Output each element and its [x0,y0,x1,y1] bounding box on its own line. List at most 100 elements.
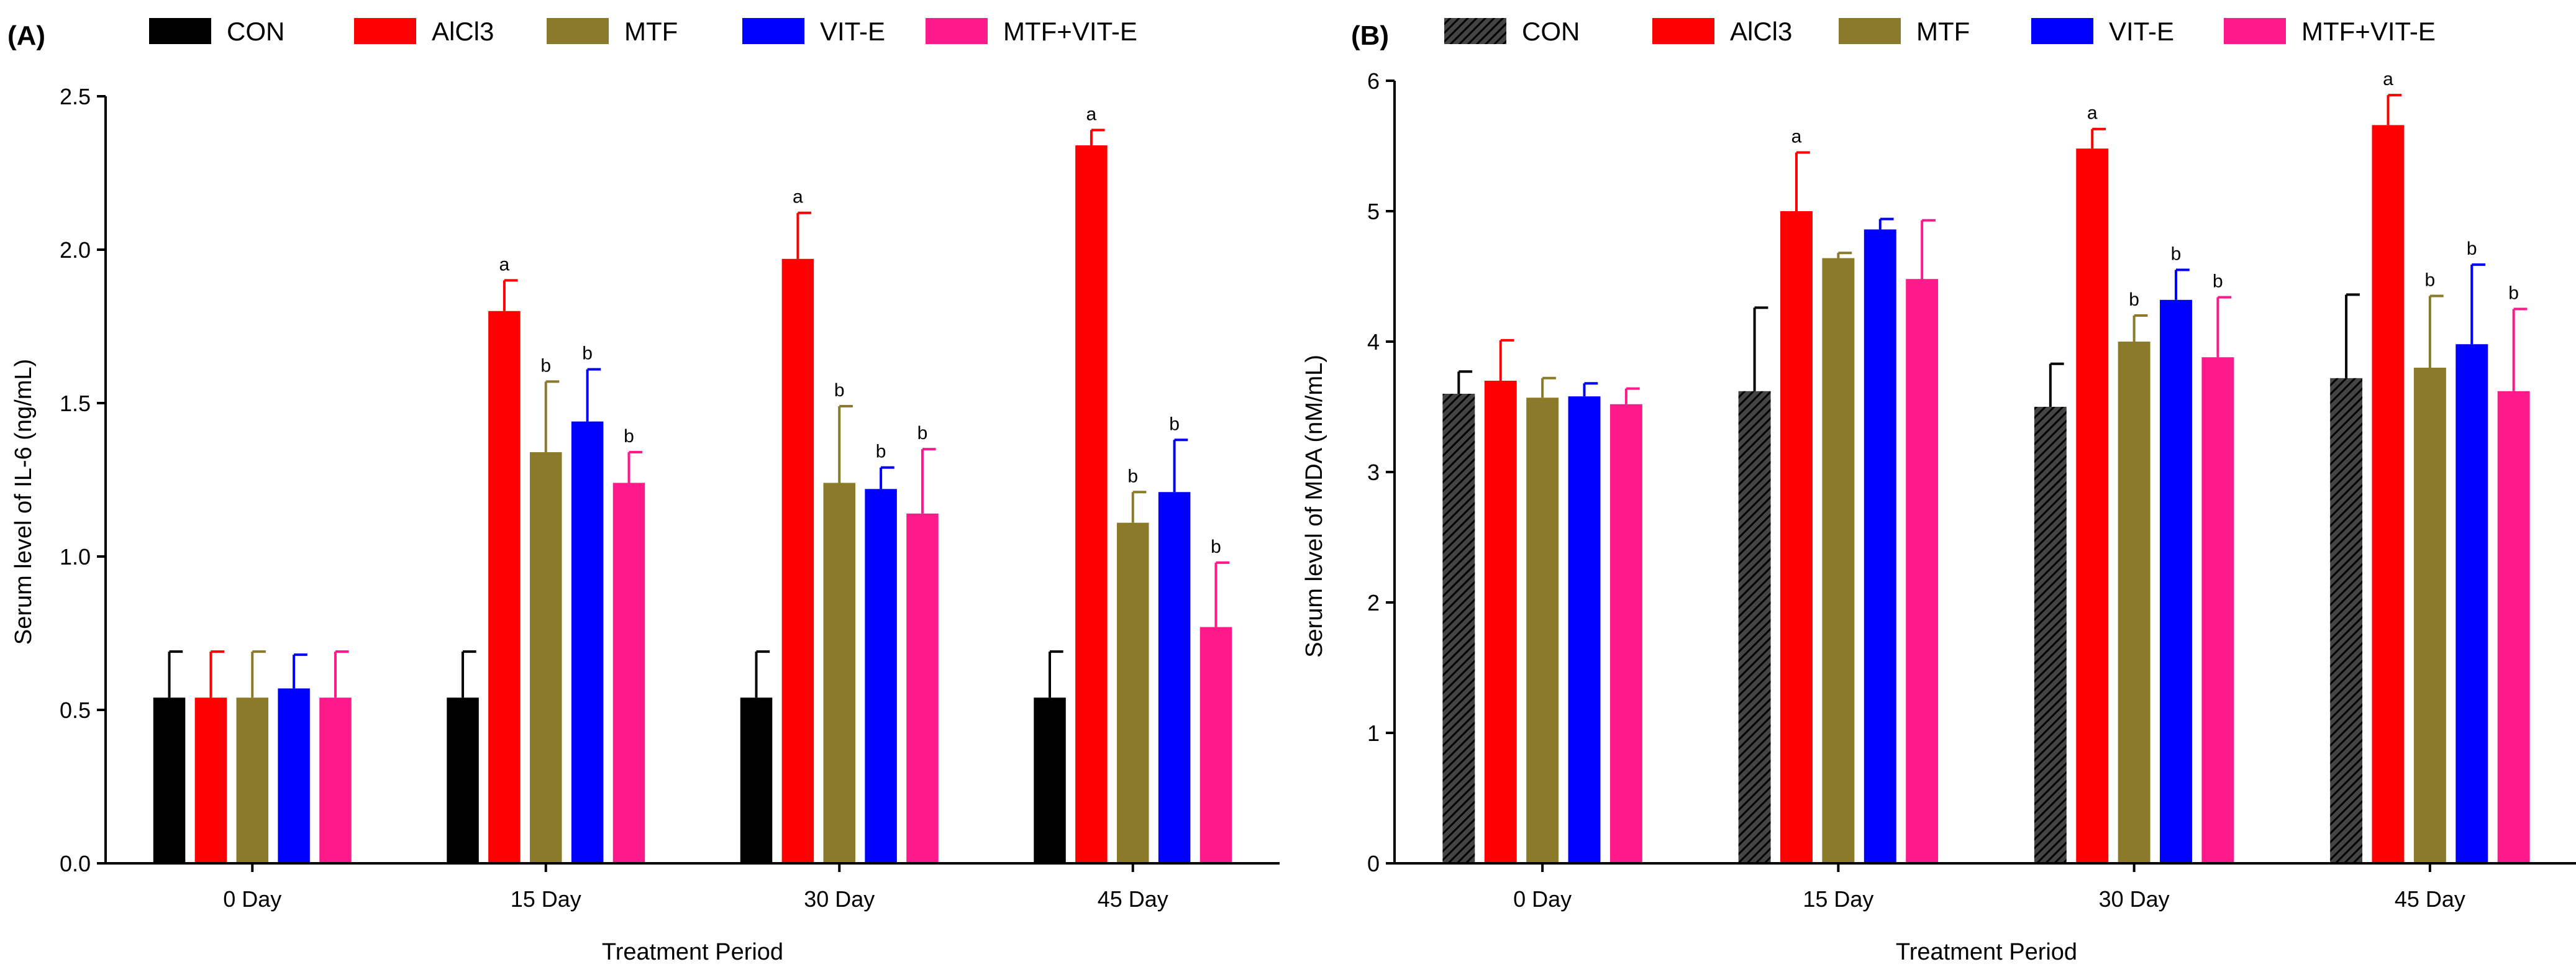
bar-vit-e [1158,492,1191,863]
bar-vit-e [571,421,604,863]
legend-swatch [354,18,416,44]
y-tick-label: 1 [1367,720,1380,746]
bar-mtf-vit-e [906,513,939,863]
y-tick-label: 6 [1367,68,1380,94]
bar-con [1034,697,1066,863]
bar-vit-e [2455,344,2488,863]
panel-a-chart: (A) CON AlCl3 MTF VIT-E MTF+VIT-E 0.0 0.5 1.0 1… [7,17,1280,965]
legend-swatch [547,18,609,44]
legend-swatch [1652,18,1714,44]
legend-swatch [1444,18,1506,44]
bar-mtf-vit-e [1609,404,1642,863]
legend-label: MTF [624,17,678,46]
x-tick-label: 45 Day [1098,886,1168,912]
y-tick-label: 3 [1367,460,1380,485]
panel-a-legend: CON AlCl3 MTF VIT-E MTF+VIT-E [149,17,1137,46]
significance-label: b [876,442,886,462]
x-tick-label: 45 Day [2395,886,2465,912]
significance-label: b [624,426,634,447]
y-tick-label: 5 [1367,199,1380,224]
legend-label: CON [227,17,284,46]
y-tick-label: 1.5 [60,391,91,416]
bar-con [447,697,479,863]
legend-swatch [2031,18,2093,44]
significance-label: b [1211,537,1221,557]
legend-swatch [2224,18,2286,44]
bar-mtf [236,697,269,863]
legend-label: CON [1522,17,1580,46]
panel-b-legend: CON AlCl3 MTF VIT-E MTF+VIT-E [1444,17,2436,46]
panel-b-bars: a a b b b a b b b [1442,69,2530,864]
significance-label: b [582,343,593,364]
x-tick-label: 0 Day [223,886,281,912]
bar-alcl3 [1780,211,1813,863]
bar-con [1738,391,1771,863]
significance-label: b [2171,244,2182,265]
significance-label: b [2213,271,2223,292]
y-tick-label: 2.5 [60,84,91,109]
significance-label: b [2129,289,2139,310]
bar-vit-e [278,688,310,863]
legend-label: MTF+VIT-E [2301,17,2436,46]
legend-label: AlCl3 [1730,17,1792,46]
bar-mtf [2118,342,2150,863]
bar-alcl3 [2076,148,2109,864]
x-tick-label: 0 Day [1513,886,1572,912]
bar-mtf [1116,522,1149,863]
panel-a-x-ticks: 0 Day 15 Day 30 Day 45 Day [106,862,1280,912]
bar-alcl3 [781,258,814,863]
bar-con [2034,407,2067,863]
y-tick-label: 0.0 [60,851,91,876]
bar-alcl3 [488,311,521,863]
bar-mtf [2413,368,2446,863]
legend-swatch [742,18,804,44]
panel-a-x-axis-label: Treatment Period [602,939,783,965]
significance-label: a [1086,104,1097,124]
bar-mtf-vit-e [2497,391,2530,863]
y-tick-label: 2.0 [60,237,91,263]
bar-mtf [529,452,562,863]
bar-mtf [1526,397,1559,863]
legend-label: VIT-E [820,17,885,46]
bar-mtf [823,483,856,863]
significance-label: b [2508,283,2519,304]
panel-a-bars: a b b b a b b b a b b b [153,104,1232,863]
y-tick-label: 1.0 [60,544,91,570]
legend-label: AlCl3 [432,17,494,46]
significance-label: b [917,423,928,443]
significance-label: a [2087,103,2098,124]
bar-alcl3 [1075,145,1108,863]
bar-alcl3 [2372,125,2405,863]
x-tick-label: 15 Day [511,886,581,912]
bar-vit-e [865,489,897,863]
bar-mtf-vit-e [1199,627,1232,863]
legend-swatch [926,18,988,44]
bar-con [740,697,773,863]
bar-con [2330,378,2363,863]
significance-label: b [1169,414,1180,434]
bar-mtf-vit-e [2201,357,2234,863]
bar-mtf [1822,258,1855,864]
significance-label: a [1791,127,1802,147]
significance-label: b [834,380,845,401]
panel-a-y-axis-label: Serum level of IL-6 (ng/mL) [11,359,37,645]
x-tick-label: 15 Day [1803,886,1873,912]
panel-a-label: (A) [7,20,45,51]
legend-label: MTF+VIT-E [1003,17,1137,46]
legend-swatch [1839,18,1901,44]
x-tick-label: 30 Day [2099,886,2170,912]
bar-alcl3 [1484,381,1517,863]
x-tick-label: 30 Day [804,886,875,912]
bar-vit-e [2160,299,2192,863]
bar-vit-e [1864,229,1896,863]
bar-mtf-vit-e [319,697,352,863]
significance-label: b [540,355,551,376]
panel-b-x-ticks: 0 Day 15 Day 30 Day 45 Day [1395,862,2576,912]
significance-label: b [2425,270,2436,291]
bar-con [153,697,186,863]
bar-mtf-vit-e [612,483,645,863]
y-tick-label: 0.5 [60,697,91,723]
bar-mtf-vit-e [1906,279,1939,863]
